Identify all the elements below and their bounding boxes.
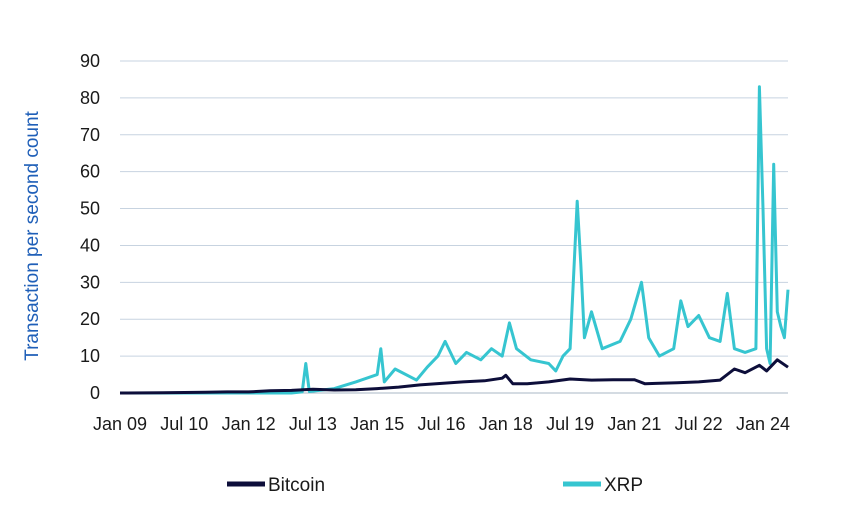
y-tick-label: 70	[80, 125, 100, 145]
y-tick-label: 20	[80, 309, 100, 329]
gridlines	[120, 60, 788, 394]
y-tick-label: 60	[80, 162, 100, 182]
y-tick-label: 30	[80, 272, 100, 292]
series-lines	[119, 85, 790, 395]
x-tick-label: Jul 10	[160, 414, 208, 434]
x-tick-label: Jan 21	[607, 414, 661, 434]
x-tick-label: Jan 24	[736, 414, 790, 434]
y-tick-label: 40	[80, 235, 100, 255]
y-tick-label: 50	[80, 199, 100, 219]
x-axis-ticks: Jan 09 Jul 10 Jan 12 Jul 13 Jan 15 Jul 16 Jan …	[93, 414, 790, 434]
y-tick-label: 80	[80, 88, 100, 108]
y-axis-title: Transaction per second count	[22, 110, 43, 360]
x-tick-label: Jul 22	[675, 414, 723, 434]
series-line-xrp	[120, 85, 790, 395]
x-tick-label: Jan 18	[479, 414, 533, 434]
legend: Bitcoin XRP	[227, 475, 643, 496]
y-tick-label: 10	[80, 346, 100, 366]
y-tick-label: 90	[80, 51, 100, 71]
x-tick-label: Jul 16	[417, 414, 465, 434]
x-tick-label: Jul 13	[289, 414, 337, 434]
series-line-bitcoin	[119, 358, 789, 395]
legend-label-bitcoin: Bitcoin	[268, 475, 325, 496]
x-tick-label: Jan 12	[222, 414, 276, 434]
x-tick-label: Jan 09	[93, 414, 147, 434]
x-tick-label: Jan 15	[350, 414, 404, 434]
y-axis-ticks: 0 10 20 30 40 50 60 70 80 90	[80, 51, 100, 403]
legend-label-xrp: XRP	[604, 475, 643, 496]
y-tick-label: 0	[90, 383, 100, 403]
x-tick-label: Jul 19	[546, 414, 594, 434]
